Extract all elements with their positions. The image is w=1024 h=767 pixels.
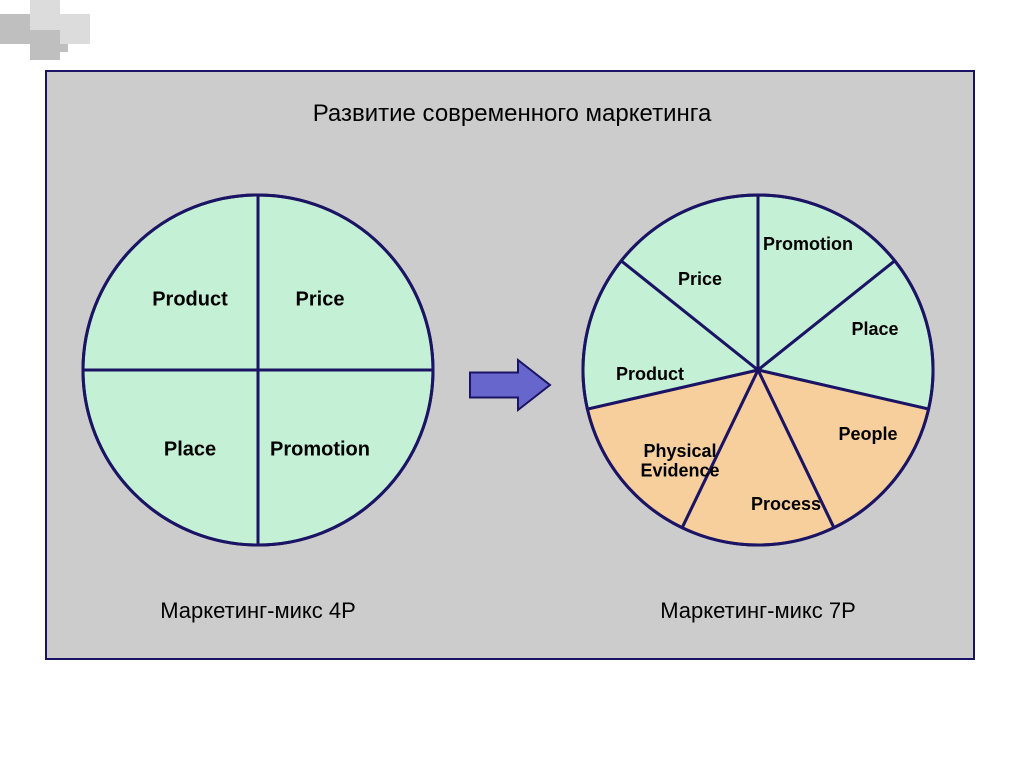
slice-label: Place: [851, 319, 898, 339]
slice-label: Process: [751, 494, 821, 514]
slide: Развитие современного маркетинга PricePr…: [0, 0, 1024, 767]
slice-label: Product: [616, 364, 684, 384]
slice-label: Evidence: [640, 461, 719, 481]
slice-label: People: [838, 424, 897, 444]
slice-label: Promotion: [763, 234, 853, 254]
chart-7p: Promotion Place People Process PhysicalEvide…: [0, 0, 1024, 767]
slice-label: Physical: [643, 441, 716, 461]
chart-4p-caption: Маркетинг-микс 4Р: [108, 598, 408, 624]
chart-7p-caption: Маркетинг-микс 7Р: [608, 598, 908, 624]
slice-label: Price: [678, 269, 722, 289]
